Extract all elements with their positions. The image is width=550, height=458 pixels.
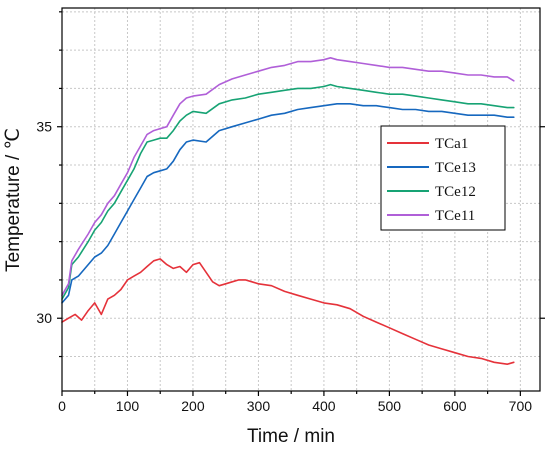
series-line-tca1 bbox=[61, 258, 515, 365]
legend-label-tce12: TCe12 bbox=[435, 184, 476, 200]
series-line-tce13 bbox=[61, 103, 515, 304]
legend-label-tce13: TCe13 bbox=[435, 160, 476, 176]
x-tick-label: 200 bbox=[181, 398, 205, 414]
x-tick-label: 700 bbox=[509, 398, 533, 414]
series-group bbox=[61, 57, 515, 365]
x-tick-label: 300 bbox=[247, 398, 271, 414]
legend-label-tce11: TCe11 bbox=[435, 208, 475, 224]
x-tick-label: 600 bbox=[443, 398, 467, 414]
plot-frame bbox=[61, 7, 541, 392]
x-tick-label: 500 bbox=[378, 398, 402, 414]
tick-labels: 0 100 200 300 400 500 600 700 30 35 bbox=[36, 119, 532, 414]
x-tick-label: 100 bbox=[116, 398, 140, 414]
x-tick-label: 0 bbox=[58, 398, 66, 414]
y-tick-label: 30 bbox=[36, 310, 52, 326]
x-tick-label: 400 bbox=[312, 398, 336, 414]
y-axis-title: Temperature / ℃ bbox=[3, 128, 24, 272]
series-line-tce11 bbox=[61, 57, 515, 297]
y-tick-label: 35 bbox=[36, 119, 52, 135]
x-axis-title: Time / min bbox=[247, 426, 335, 447]
series-line-tce12 bbox=[61, 83, 515, 300]
legend: TCa1 TCe13 TCe12 TCe11 bbox=[380, 125, 506, 231]
axis-ticks bbox=[57, 11, 545, 396]
legend-label-tca1: TCa1 bbox=[435, 136, 468, 152]
